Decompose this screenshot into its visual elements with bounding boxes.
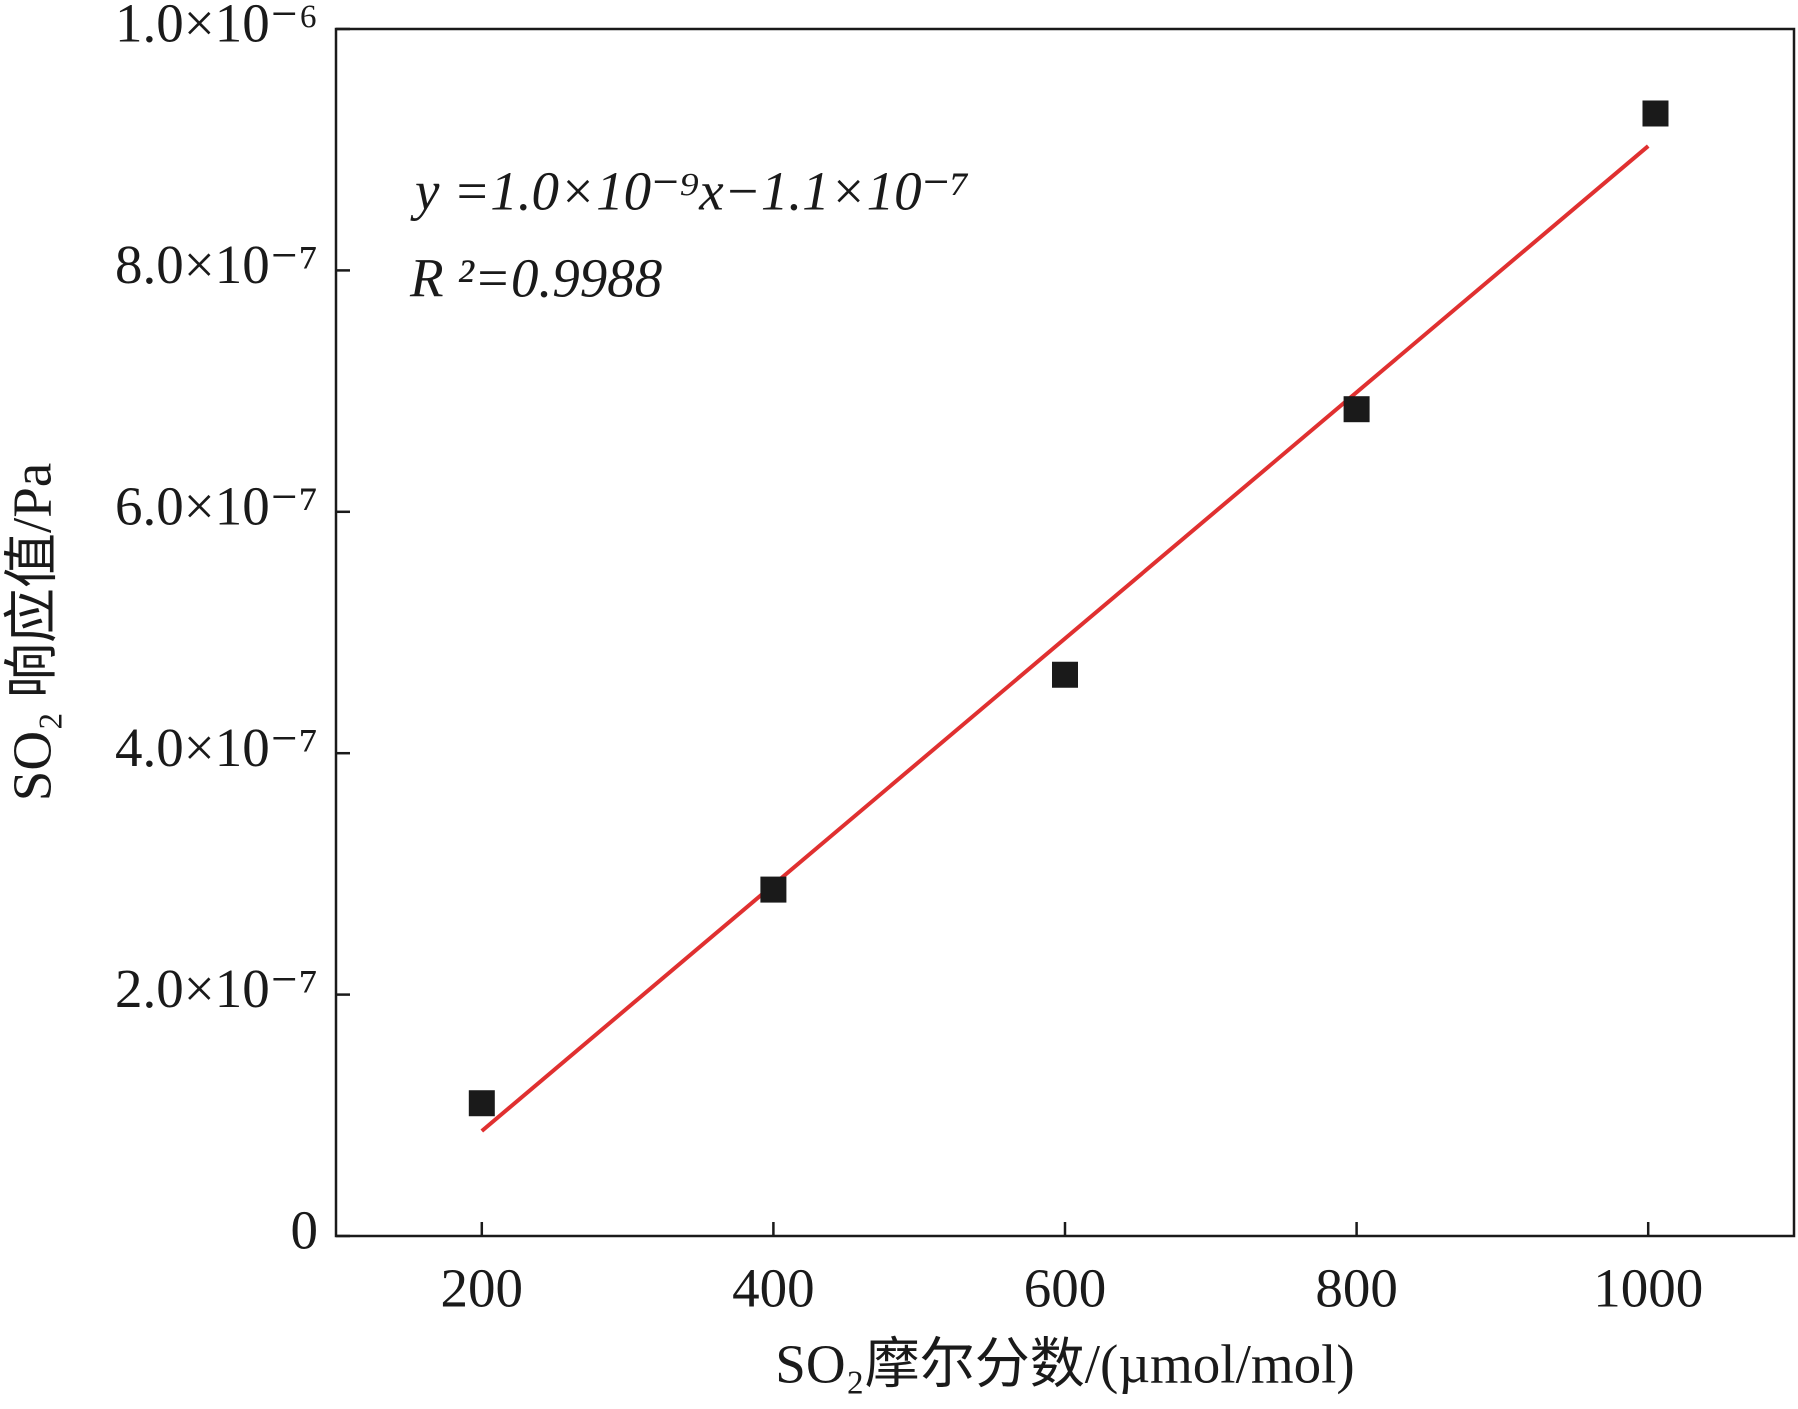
y-tick-label: 1.0×10⁻⁶ [115,0,318,54]
fit-line [480,144,1650,1133]
y-tick-label: 8.0×10⁻⁷ [115,234,318,295]
data-point [1052,661,1078,688]
x-tick-label: 800 [1315,1258,1398,1319]
y-tick-label: 4.0×10⁻⁷ [115,717,318,778]
y-axis-label: SO₂ 响应值/Pa [2,463,63,802]
fit-equation: y =1.0×10⁻⁹x−1.1×10⁻⁷ [410,161,970,222]
x-tick-label: 200 [441,1258,524,1319]
data-point [1642,100,1669,127]
x-tick-label: 400 [732,1258,815,1319]
x-tick-label: 600 [1024,1258,1107,1319]
x-axis-label: SO₂摩尔分数/(µmol/mol) [775,1334,1355,1395]
r-squared: R ²=0.9988 [409,248,662,309]
y-tick-label: 2.0×10⁻⁷ [115,958,318,1019]
data-point [468,1090,495,1117]
y-tick-label: 6.0×10⁻⁷ [115,475,318,536]
data-point [1343,396,1370,423]
data-point [760,876,787,903]
y-tick-label: 0 [291,1200,319,1261]
x-tick-label: 1000 [1593,1258,1703,1319]
